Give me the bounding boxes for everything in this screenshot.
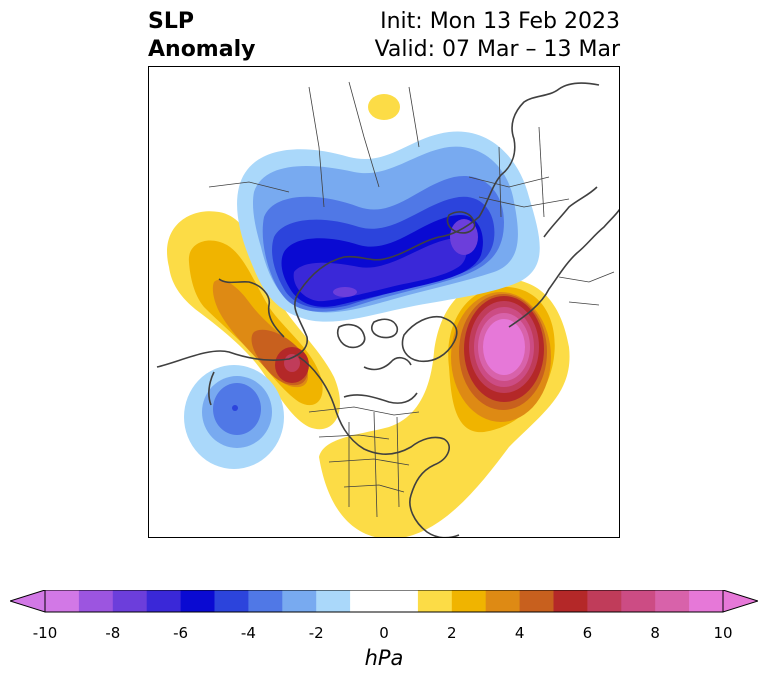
colorbar-tick-label: -4	[240, 624, 256, 642]
colorbar-tick-label: 8	[650, 624, 660, 642]
northern-high-blob	[368, 94, 400, 120]
colorbar-bin	[587, 590, 622, 612]
colorbar-bin	[689, 590, 724, 612]
colorbar-tick-label: 6	[582, 624, 593, 642]
colorbar-bin	[214, 590, 249, 612]
title-variable: SLP	[148, 9, 194, 34]
colorbar-tick-label: -2	[308, 624, 324, 642]
coastlines	[156, 82, 619, 537]
map-title: SLP Anomaly	[148, 8, 255, 64]
valid-range: Valid: 07 Mar – 13 Mar	[374, 37, 620, 62]
colorbar-bin	[553, 590, 588, 612]
colorbar	[10, 590, 758, 613]
colorbar-tick-label: 0	[379, 624, 389, 642]
anomaly-map	[148, 66, 620, 538]
colorbar-extend-high	[722, 590, 758, 613]
colorbar-bin	[112, 590, 148, 612]
colorbar-tick-label: 2	[447, 624, 457, 642]
colorbar-tick-label: 10	[713, 624, 733, 642]
map-dates: Init: Mon 13 Feb 2023 Valid: 07 Mar – 13…	[375, 8, 620, 64]
colorbar-bin	[180, 590, 215, 612]
colorbar-outline	[44, 590, 724, 613]
colorbar-bin	[45, 590, 80, 612]
atlantic-high	[319, 278, 570, 537]
polar-low	[237, 131, 540, 322]
colorbar-bin	[316, 590, 351, 612]
colorbar-tick-label: -8	[105, 624, 121, 642]
political-borders	[208, 81, 615, 518]
init-date: Init: Mon 13 Feb 2023	[380, 9, 620, 34]
colorbar-bins	[45, 590, 724, 612]
title-field: Anomaly	[148, 37, 256, 62]
colorbar-tick-label: -10	[32, 624, 58, 642]
colorbar-tick-label: -6	[173, 624, 189, 642]
colorbar-bin	[282, 590, 317, 612]
colorbar-bin	[146, 590, 182, 612]
colorbar-bin	[621, 590, 656, 612]
colorbar-extend-low	[10, 590, 46, 613]
colorbar-unit: hPa	[364, 646, 404, 670]
colorbar-bin	[655, 590, 690, 612]
colorbar-bin	[417, 590, 453, 612]
colorbar-bin	[519, 590, 554, 612]
anomaly-map-svg	[149, 67, 619, 537]
colorbar-bin	[451, 590, 487, 612]
pacific-low	[184, 365, 284, 469]
colorbar-bin	[78, 590, 114, 612]
colorbar-bin	[485, 590, 521, 612]
colorbar-tick-label: 4	[514, 624, 525, 642]
colorbar-bin	[350, 590, 419, 612]
colorbar-bin	[248, 590, 283, 612]
